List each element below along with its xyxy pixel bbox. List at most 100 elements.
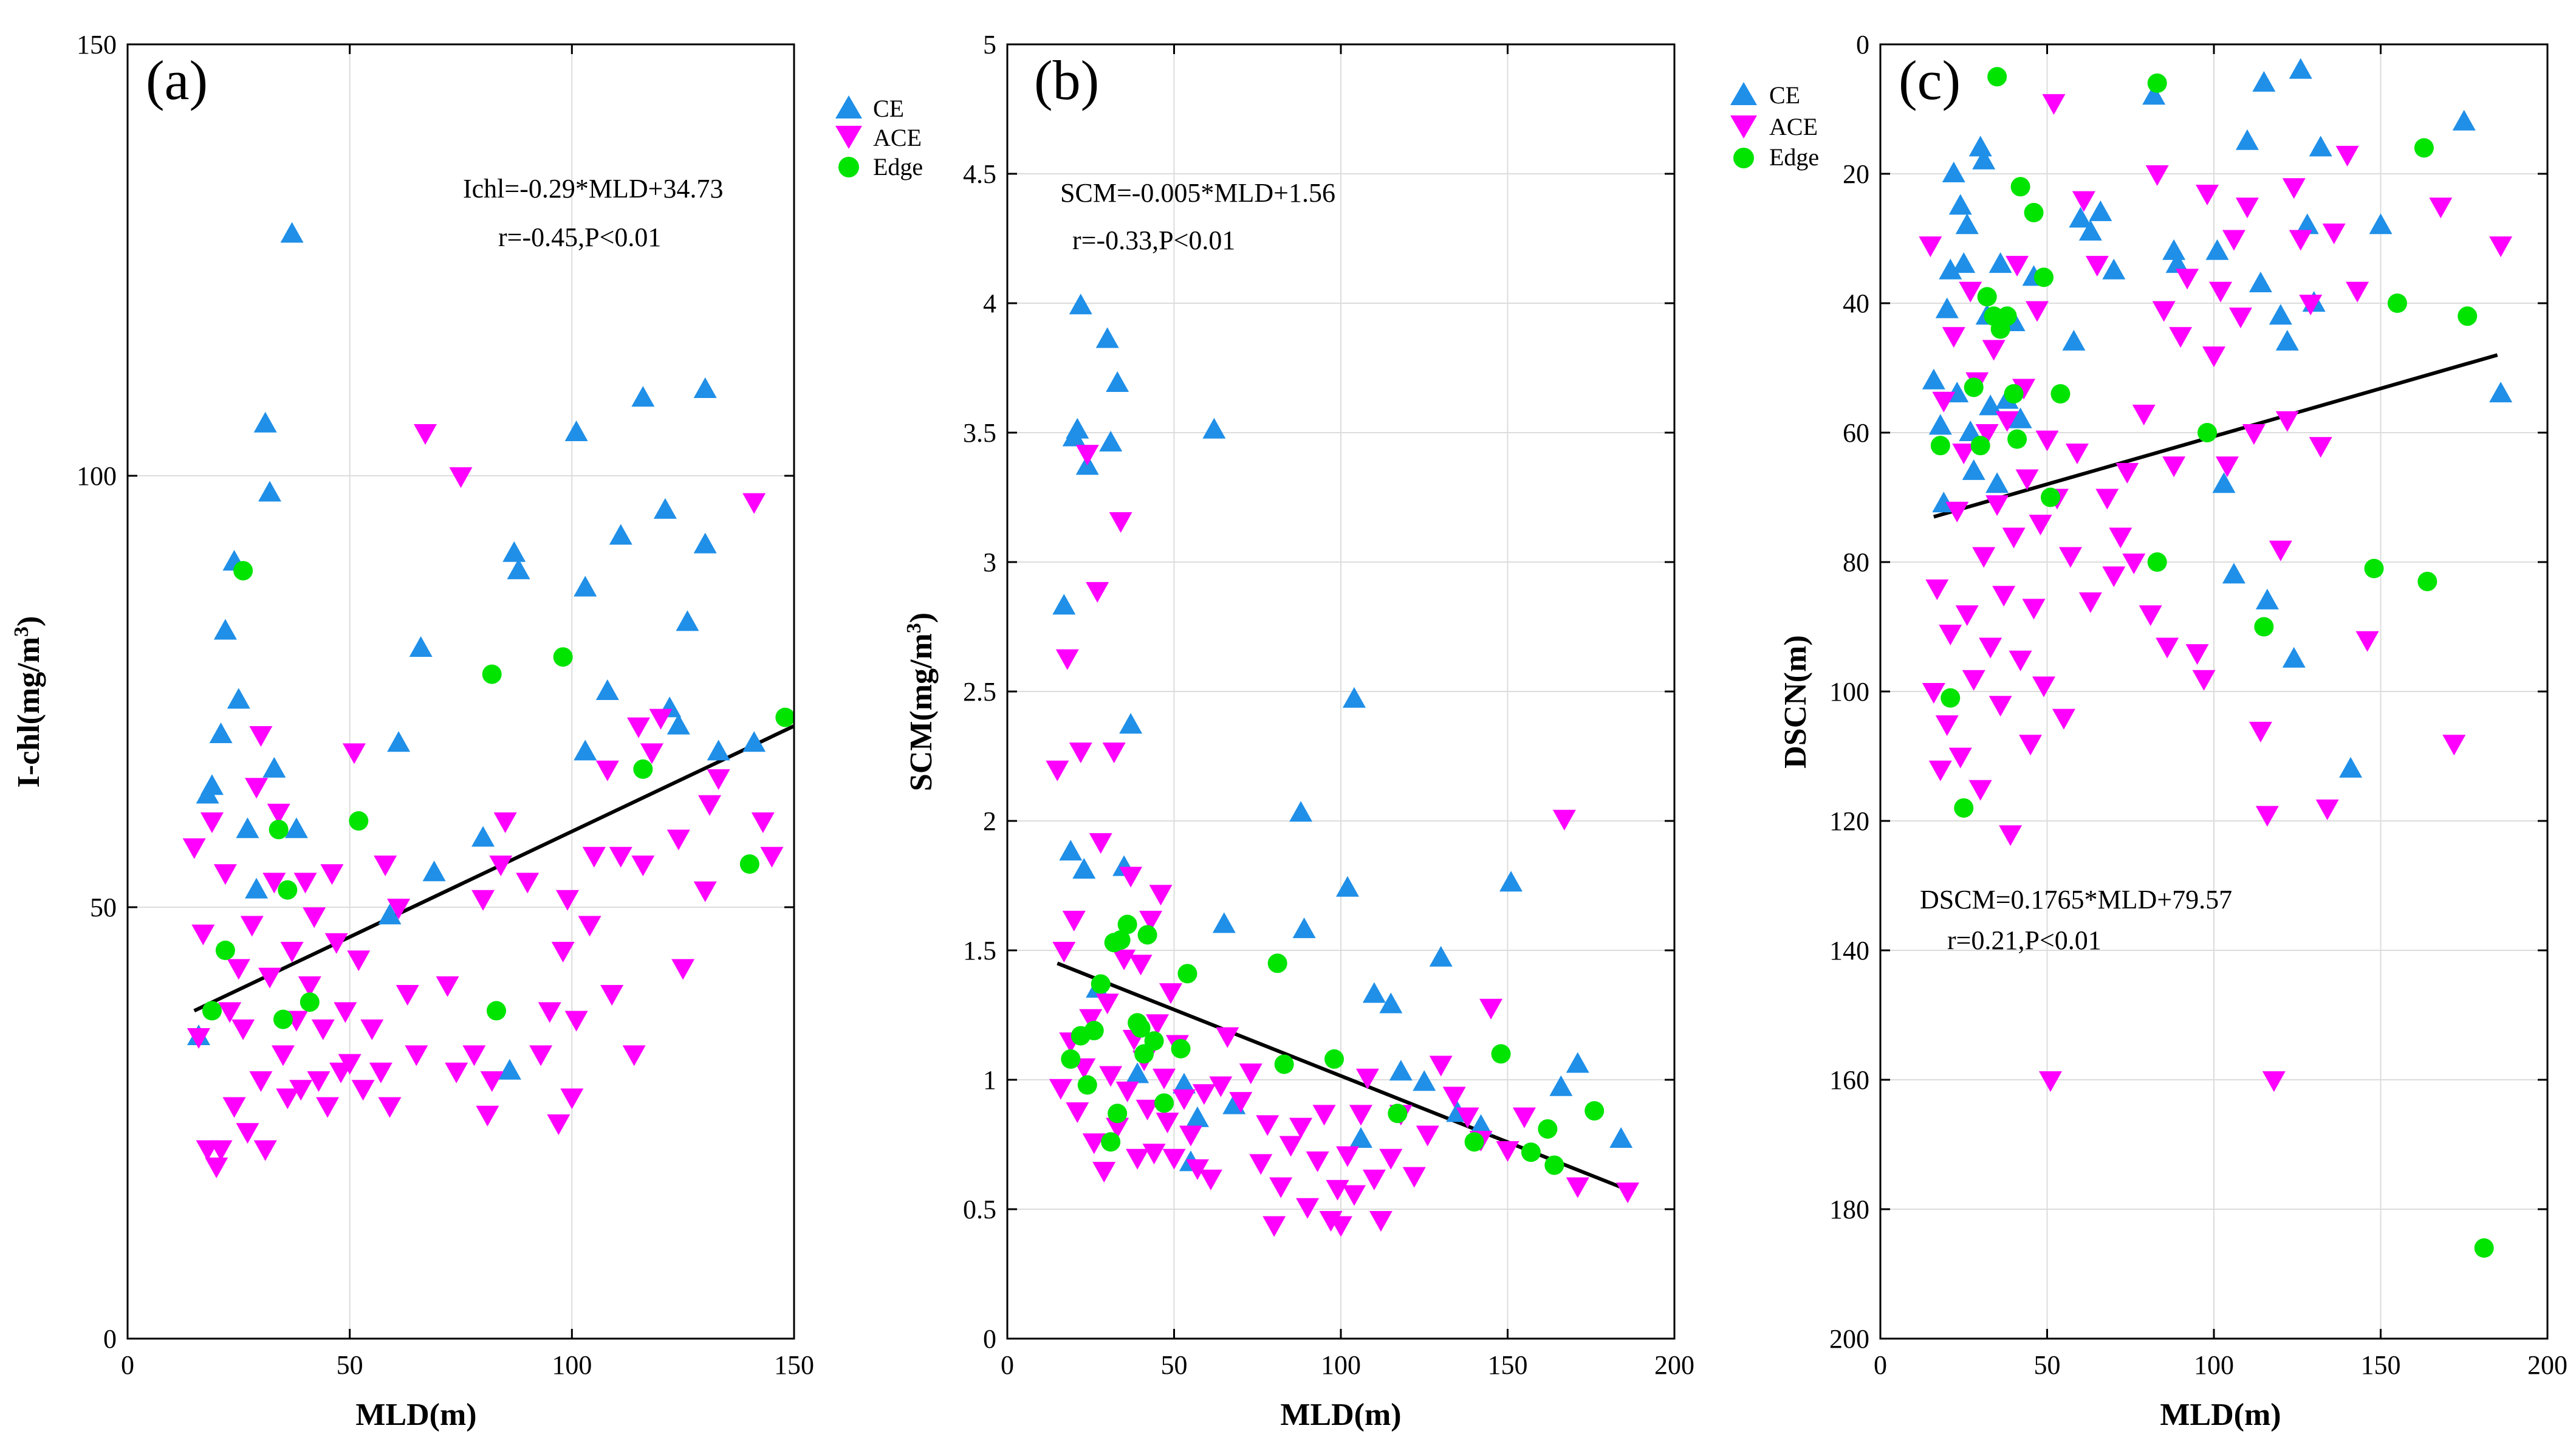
point-ace <box>1115 1082 1139 1103</box>
point-ce <box>213 619 237 640</box>
point-ace <box>627 717 651 738</box>
point-ace <box>707 769 730 790</box>
panel-a-fit-line <box>193 724 795 1013</box>
point-ce <box>1922 368 1945 389</box>
point-ace <box>1496 1141 1519 1162</box>
point-edge <box>1101 1132 1121 1152</box>
point-ace <box>751 812 775 833</box>
point-ace <box>2052 709 2075 730</box>
point-ce <box>284 817 308 839</box>
point-ce <box>595 679 619 700</box>
point-edge <box>1491 1044 1511 1064</box>
point-ace <box>1142 1144 1166 1165</box>
point-ace <box>1349 1105 1372 1126</box>
panel-a-y-axis-label-sup: 3 <box>10 626 33 637</box>
point-ace <box>551 942 575 962</box>
point-edge <box>1171 1038 1191 1059</box>
point-ce <box>2162 239 2186 260</box>
point-edge <box>1987 67 2007 87</box>
point-edge <box>2254 617 2274 637</box>
point-edge <box>1137 925 1157 945</box>
point-ce <box>2062 329 2086 351</box>
point-edge <box>2147 73 2167 93</box>
point-ace <box>1089 833 1112 854</box>
point-edge <box>2024 202 2044 222</box>
point-ace <box>2176 269 2199 290</box>
point-edge <box>1111 930 1131 950</box>
panel-a-legend-label-edge: Edge <box>873 153 923 180</box>
point-ace <box>2315 799 2339 820</box>
point-ce <box>1429 945 1453 967</box>
point-edge <box>2147 552 2167 572</box>
point-ace <box>1229 1092 1253 1113</box>
point-ace <box>2269 540 2292 561</box>
point-ace <box>547 1114 570 1135</box>
point-ace <box>2102 566 2126 588</box>
point-ace <box>1972 547 1996 568</box>
x-tick-label: 0 <box>1874 1350 1887 1380</box>
point-ace <box>191 924 215 945</box>
point-ace <box>2242 424 2266 445</box>
point-ace <box>182 838 206 859</box>
point-ce <box>1342 687 1366 708</box>
point-ace <box>1269 1177 1293 1198</box>
y-tick-label: 0 <box>1856 30 1869 60</box>
point-ce <box>1979 394 2002 416</box>
point-edge <box>2004 384 2024 404</box>
point-ace <box>1099 1066 1123 1087</box>
point-edge <box>278 880 298 900</box>
point-ce <box>1362 982 1386 1003</box>
point-ace <box>2058 547 2082 568</box>
point-ce <box>387 731 411 752</box>
y-tick-label: 0.5 <box>963 1195 996 1224</box>
point-ace <box>1082 1133 1106 1155</box>
point-edge <box>1964 377 1984 397</box>
point-ce <box>693 377 717 398</box>
point-ace <box>227 959 250 980</box>
point-ace <box>1296 1198 1320 1219</box>
point-ace <box>1106 1117 1129 1139</box>
panel-c-x-axis-label: MLD(m) <box>2160 1398 2281 1432</box>
point-ce <box>564 420 588 441</box>
y-tick-label: 40 <box>1843 289 1869 318</box>
point-edge <box>1941 688 1961 708</box>
point-ace <box>1185 1159 1209 1180</box>
point-edge <box>269 820 289 840</box>
point-ace <box>222 1097 246 1118</box>
point-ace <box>1112 949 1136 970</box>
point-ce <box>1185 1106 1209 1127</box>
y-tick-label: 50 <box>90 893 117 922</box>
point-ace <box>2299 295 2323 315</box>
point-ace <box>1136 1099 1159 1120</box>
panel-a: 0 50 100 150 0 50 100 150 (a) Ichl=-0.29*MLD+3… <box>10 30 923 1432</box>
panel-c-grid <box>1880 44 2547 1339</box>
point-ace <box>396 985 419 1006</box>
point-ace <box>1925 579 1949 600</box>
point-ace <box>316 1097 340 1118</box>
x-tick-label: 0 <box>121 1350 134 1380</box>
point-ace <box>1982 340 2006 361</box>
panel-b-x-axis-label: MLD(m) <box>1280 1398 1401 1432</box>
point-ace <box>351 1080 375 1101</box>
point-ace <box>1416 1125 1439 1147</box>
point-ace <box>2078 592 2102 613</box>
point-edge <box>1131 1018 1151 1038</box>
point-ce <box>2309 136 2332 157</box>
point-ce <box>262 757 286 778</box>
point-ace <box>2162 456 2186 478</box>
point-edge <box>1061 1049 1081 1069</box>
point-ace <box>298 976 321 997</box>
point-ace <box>253 1140 277 1161</box>
point-ace <box>2282 178 2306 199</box>
point-ace <box>303 907 326 928</box>
point-ce <box>2252 70 2276 92</box>
point-ace <box>2072 191 2095 212</box>
point-ace <box>760 846 784 868</box>
panel-c-y-axis-label-main: DSCN(m) <box>1778 635 1813 769</box>
x-tick-label: 50 <box>1161 1350 1188 1380</box>
point-ace <box>1979 637 2002 659</box>
point-ace <box>2275 411 2299 432</box>
point-edge <box>739 854 759 874</box>
y-tick-label: 20 <box>1843 159 1869 189</box>
